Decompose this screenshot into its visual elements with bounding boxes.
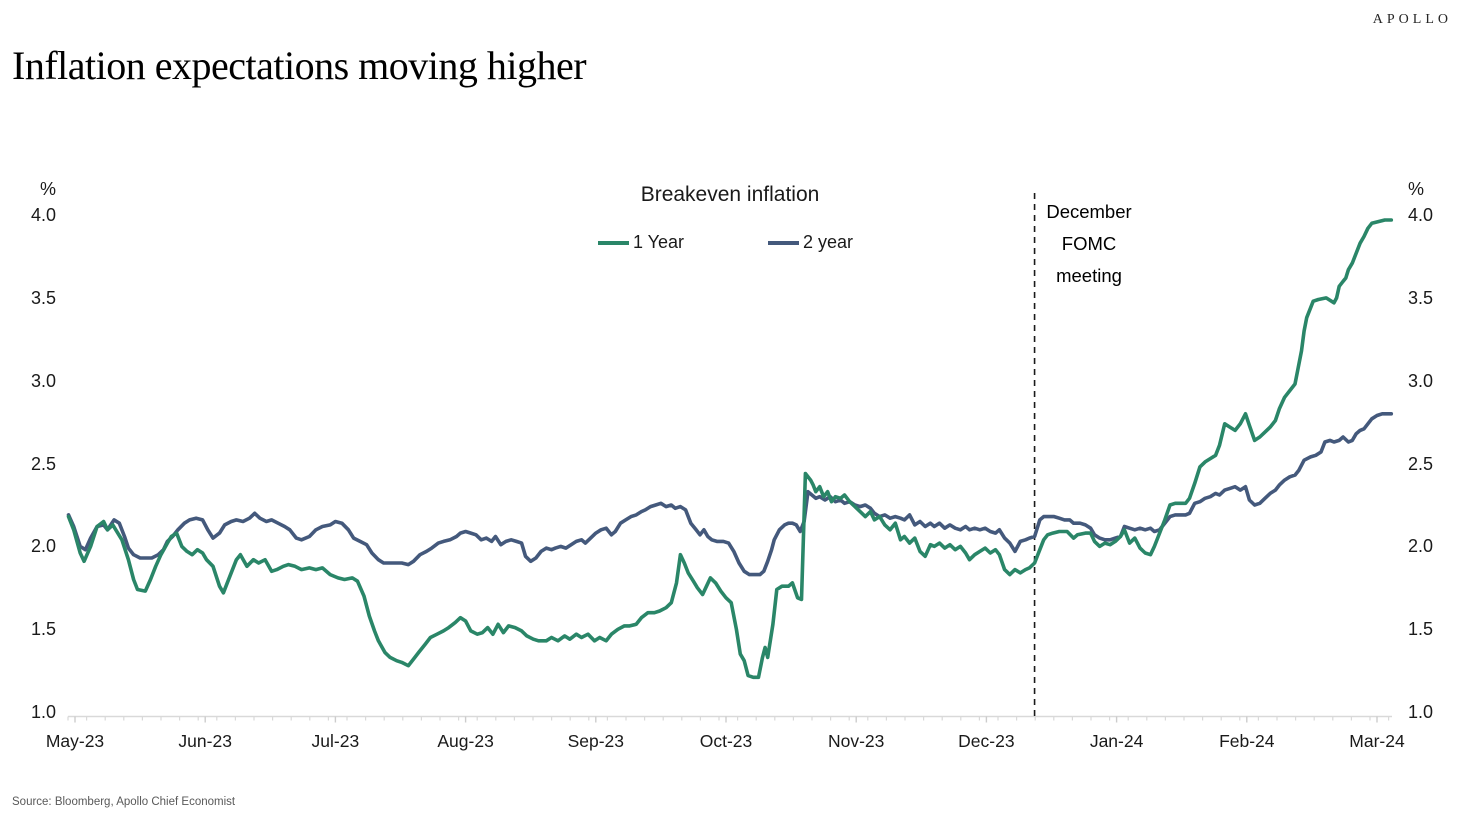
y-tick-label-left: 3.0 xyxy=(30,370,56,391)
y-tick-label-right: 4.0 xyxy=(1408,205,1434,225)
x-tick-label: Mar-24 xyxy=(1349,731,1405,751)
legend-swatch-2year-line-icon xyxy=(768,240,799,245)
y-tick-label-right: 3.5 xyxy=(1408,287,1434,308)
legend-swatch-1year-line-icon xyxy=(598,240,629,245)
x-tick-label: Nov-23 xyxy=(827,731,885,751)
legend-item-2year: 2 year xyxy=(768,232,853,253)
x-tick-label: Oct-23 xyxy=(699,731,753,751)
fomc-annotation-line-3: meeting xyxy=(1056,265,1122,286)
source-note: Source: Bloomberg, Apollo Chief Economis… xyxy=(12,796,236,808)
y-tick-label-right: 2.0 xyxy=(1408,536,1434,557)
y-tick-label-left: 2.0 xyxy=(30,536,56,557)
x-tick-label: Jun-23 xyxy=(178,731,232,751)
x-tick-label: Sep-23 xyxy=(567,731,625,751)
y-axis-unit-left: % xyxy=(39,179,56,199)
y-tick-label-right: 2.5 xyxy=(1408,453,1434,474)
series-1year-line xyxy=(66,218,1394,680)
y-tick-label-left: 1.0 xyxy=(30,702,56,723)
y-axis-unit-right: % xyxy=(1408,179,1425,199)
y-tick-label-left: 1.5 xyxy=(30,619,56,640)
x-axis-line-and-ticks xyxy=(67,715,1392,723)
fomc-annotation-line-2: FOMC xyxy=(1061,233,1117,254)
x-tick-label: Jul-23 xyxy=(311,731,360,751)
y-tick-label-right: 3.0 xyxy=(1408,370,1434,391)
y-tick-label-left: 4.0 xyxy=(30,205,56,225)
series-2year-line xyxy=(66,412,1394,577)
x-tick-label: Dec-23 xyxy=(958,731,1015,751)
fomc-annotation: December FOMC meeting xyxy=(1038,196,1140,292)
y-tick-label-left: 2.5 xyxy=(30,453,56,474)
legend-label-2year: 2 year xyxy=(803,232,854,252)
legend-item-1year: 1 Year xyxy=(598,232,684,253)
y-tick-label-right: 1.5 xyxy=(1408,619,1434,640)
x-tick-label: Feb-24 xyxy=(1219,731,1275,751)
y-tick-label-right: 1.0 xyxy=(1408,702,1434,723)
x-tick-label: Aug-23 xyxy=(437,731,494,751)
y-tick-label-left: 3.5 xyxy=(30,287,56,308)
x-tick-label: May-23 xyxy=(45,731,105,751)
apollo-logo: APOLLO xyxy=(1372,12,1452,27)
page-title: Inflation expectations moving higher xyxy=(12,43,587,88)
chart-legend-title: Breakeven inflation xyxy=(640,183,820,206)
fomc-annotation-line-1: December xyxy=(1046,201,1132,222)
legend-label-1year: 1 Year xyxy=(633,232,685,252)
x-tick-label: Jan-24 xyxy=(1089,731,1144,751)
